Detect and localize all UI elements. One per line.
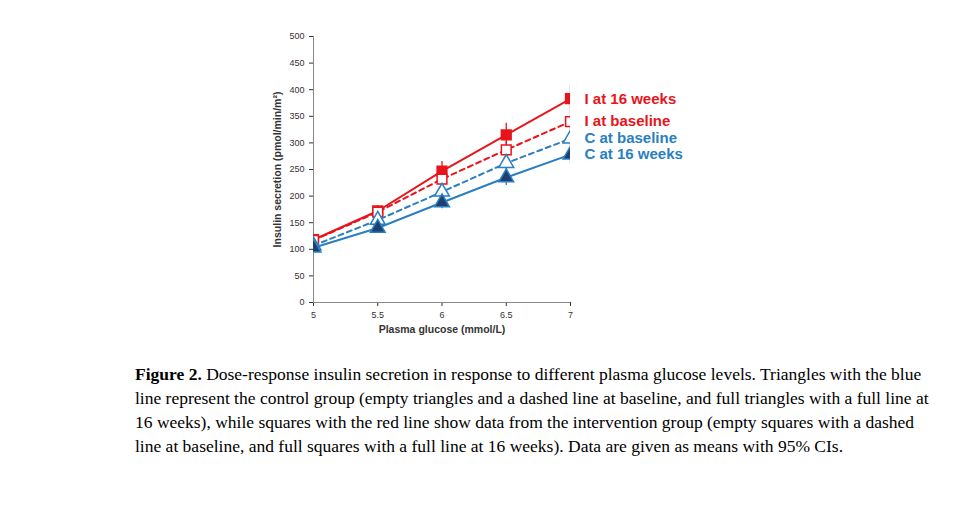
svg-text:I at baseline: I at baseline xyxy=(585,112,671,129)
svg-text:Insulin secretion (pmol/min/m²: Insulin secretion (pmol/min/m²) xyxy=(271,92,283,248)
svg-text:6.5: 6.5 xyxy=(500,310,513,320)
svg-text:5: 5 xyxy=(311,310,316,320)
svg-text:5.5: 5.5 xyxy=(371,310,384,320)
svg-text:300: 300 xyxy=(289,138,304,148)
svg-text:200: 200 xyxy=(289,191,304,201)
svg-text:C at 16 weeks: C at 16 weeks xyxy=(585,145,683,162)
svg-text:400: 400 xyxy=(289,85,304,95)
svg-text:250: 250 xyxy=(289,164,304,174)
svg-text:450: 450 xyxy=(289,58,304,68)
svg-text:Plasma glucose (mmol/L): Plasma glucose (mmol/L) xyxy=(379,323,506,335)
svg-text:150: 150 xyxy=(289,218,304,228)
svg-text:6: 6 xyxy=(439,310,444,320)
svg-text:100: 100 xyxy=(289,244,304,254)
svg-text:0: 0 xyxy=(299,297,304,307)
svg-text:I at 16 weeks: I at 16 weeks xyxy=(585,90,677,107)
svg-text:7: 7 xyxy=(568,310,573,320)
svg-text:350: 350 xyxy=(289,111,304,121)
svg-text:50: 50 xyxy=(294,271,304,281)
svg-text:500: 500 xyxy=(289,31,304,41)
svg-text:C at baseline: C at baseline xyxy=(585,129,678,146)
html-text:Figure 2. Dose-response insuli: Figure 2. Dose-response insulin secretio… xyxy=(135,364,929,456)
